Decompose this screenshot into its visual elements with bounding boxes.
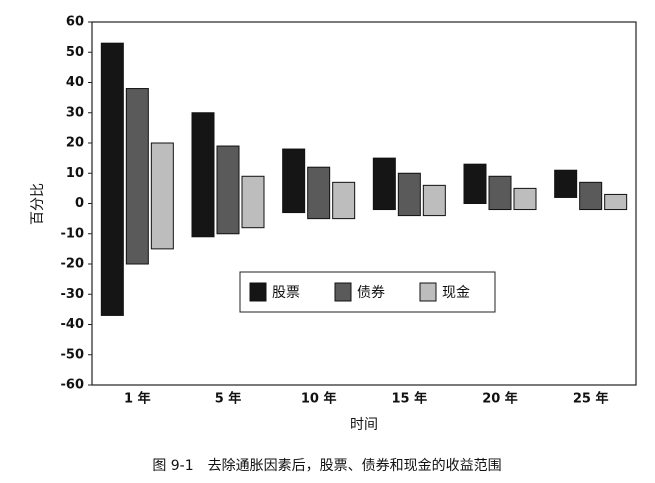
- bar: [241, 175, 265, 229]
- y-tick-label: -60: [61, 378, 85, 393]
- x-tick-label: 20 年: [482, 391, 518, 407]
- bar: [579, 181, 603, 211]
- bar: [513, 187, 537, 211]
- y-tick-label: 20: [66, 136, 84, 151]
- legend-label: 股票: [272, 285, 300, 301]
- y-tick-label: 40: [66, 75, 84, 90]
- y-tick-label: 10: [66, 166, 84, 181]
- bar: [554, 169, 578, 198]
- y-tick-label: 0: [75, 196, 84, 211]
- y-tick-label: 30: [66, 105, 84, 120]
- caption: 图 9-1 去除通胀因素后，股票、债券和现金的收益范围: [152, 457, 501, 474]
- bar: [604, 193, 628, 211]
- x-tick-label: 25 年: [573, 391, 609, 407]
- legend-swatch: [419, 282, 437, 302]
- x-tick-label: 10 年: [301, 391, 337, 407]
- bar: [100, 42, 124, 316]
- bar: [488, 175, 512, 211]
- y-tick-label: -10: [61, 226, 85, 241]
- legend-swatch: [249, 282, 267, 302]
- bar: [422, 184, 446, 217]
- y-axis-label: 百分比: [30, 183, 46, 225]
- legend-box: [239, 271, 496, 313]
- bar: [191, 112, 215, 238]
- y-tick-label: 60: [66, 15, 84, 30]
- bar: [216, 145, 240, 235]
- bar: [397, 172, 421, 217]
- legend-label: 现金: [442, 285, 470, 301]
- legend-swatch: [334, 282, 352, 302]
- x-tick-label: 1 年: [124, 391, 151, 407]
- x-axis-label: 时间: [350, 417, 378, 433]
- bar: [372, 157, 396, 211]
- x-tick-label: 15 年: [392, 391, 428, 407]
- bar: [150, 142, 174, 250]
- y-tick-label: 50: [66, 45, 84, 60]
- y-tick-label: -40: [61, 317, 85, 332]
- bar: [282, 148, 306, 214]
- y-tick-label: -30: [61, 287, 85, 302]
- y-tick-label: -20: [61, 257, 85, 272]
- legend-label: 债券: [357, 285, 385, 301]
- bar: [332, 181, 356, 220]
- bar: [307, 166, 331, 220]
- x-tick-label: 5 年: [215, 391, 242, 407]
- y-tick-label: -50: [61, 347, 85, 362]
- bar: [463, 163, 487, 205]
- bar: [125, 88, 149, 265]
